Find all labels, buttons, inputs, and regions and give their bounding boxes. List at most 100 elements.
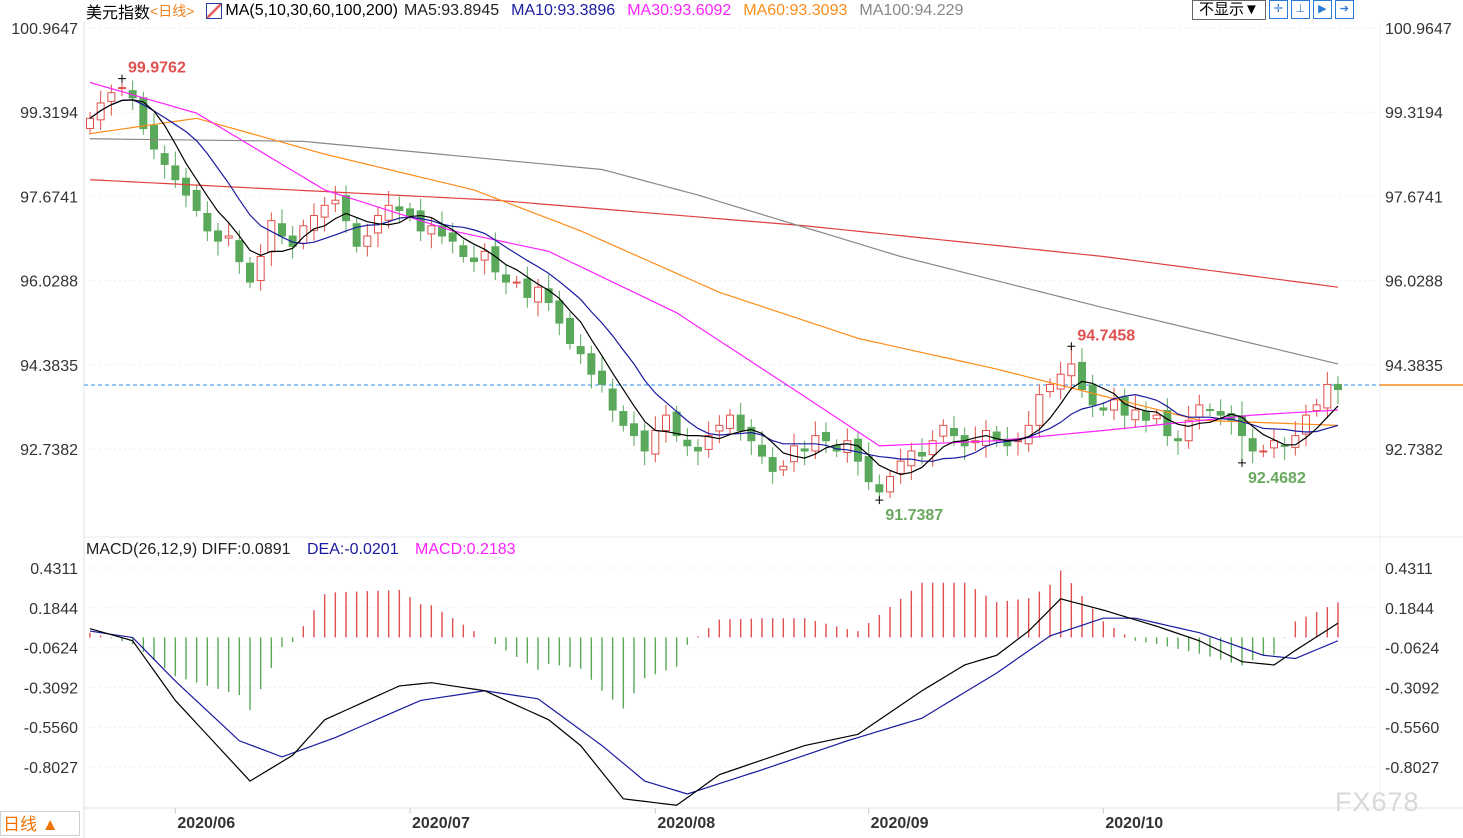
- move-right-icon[interactable]: ➔: [1334, 0, 1354, 19]
- high-annotation: 99.9762: [128, 60, 186, 77]
- candle-body: [619, 411, 628, 426]
- candle: [235, 230, 244, 274]
- price-tick-left: 100.9647: [11, 21, 78, 38]
- candle: [630, 411, 638, 446]
- candle-body: [886, 476, 894, 493]
- candle-body: [395, 206, 404, 211]
- candle: [470, 245, 478, 272]
- candle: [427, 217, 436, 249]
- candle: [907, 442, 916, 481]
- candle-body: [438, 225, 446, 237]
- candle-body: [278, 223, 286, 237]
- candle: [662, 404, 670, 443]
- play-icon[interactable]: ▶: [1312, 0, 1332, 19]
- month-label: 2020/10: [1105, 815, 1163, 832]
- candle-body: [1035, 394, 1044, 426]
- candle-body: [1270, 440, 1278, 449]
- candle: [736, 402, 745, 441]
- zoom-range-icon[interactable]: ⊥: [1290, 0, 1310, 19]
- candle: [1248, 428, 1257, 464]
- low-annotation: 92.4682: [1248, 470, 1306, 487]
- candle-body: [566, 317, 574, 344]
- candle: [790, 433, 798, 472]
- candle: [864, 442, 873, 490]
- macd-tick-right: 0.4311: [1385, 561, 1433, 578]
- candle: [1270, 428, 1278, 459]
- candle-body: [1248, 438, 1257, 452]
- candle-body: [256, 255, 265, 282]
- macd-params: MACD(26,12,9) DIFF:0.0891: [86, 541, 291, 558]
- candle-body: [491, 246, 500, 273]
- candle-body: [107, 92, 116, 102]
- ma100-line: [89, 138, 1339, 365]
- ma30-value: MA30:93.6092: [627, 2, 732, 19]
- price-tick-left: 96.0288: [20, 274, 78, 291]
- candle: [1014, 432, 1022, 456]
- candle-body: [1088, 384, 1097, 406]
- high-annotation: 94.7458: [1077, 327, 1135, 344]
- candle: [694, 439, 702, 466]
- ma-chart-icon[interactable]: [206, 3, 223, 19]
- candle: [758, 430, 766, 465]
- candle-body: [939, 424, 948, 437]
- candle: [278, 209, 286, 245]
- ma60-value: MA60:93.3093: [743, 2, 848, 19]
- price-tick-right: 94.3835: [1385, 358, 1443, 375]
- ma60-line: [89, 117, 1339, 426]
- candle-body: [502, 274, 510, 283]
- candle-body: [310, 215, 318, 231]
- display-select[interactable]: 不显示▼: [1192, 0, 1266, 20]
- dea-value: DEA:-0.0201: [306, 541, 399, 558]
- candle-body: [1312, 404, 1321, 412]
- ma5-value: MA5:93.8945: [403, 2, 500, 19]
- candle-body: [982, 429, 990, 446]
- period-tag: <日线>: [150, 3, 195, 19]
- candle: [1056, 361, 1065, 400]
- candle-body: [448, 232, 457, 242]
- extreme-marker: [1238, 458, 1246, 467]
- candle-body: [1131, 409, 1140, 421]
- crosshair-icon[interactable]: ✛: [1268, 0, 1288, 19]
- candle-body: [1291, 435, 1300, 448]
- candle: [331, 185, 340, 212]
- candle: [768, 447, 777, 484]
- candle-body: [662, 414, 670, 431]
- macd-tick-right: -0.8027: [1385, 760, 1439, 777]
- candle-body: [587, 353, 596, 375]
- candle-body: [907, 450, 916, 467]
- candle-body: [640, 430, 649, 452]
- candle: [843, 428, 852, 463]
- price-tick-right: 96.0288: [1385, 274, 1443, 291]
- candle: [1280, 437, 1289, 461]
- extreme-marker: [1067, 342, 1076, 351]
- candle: [352, 217, 361, 253]
- candle: [886, 470, 894, 499]
- candle-body: [544, 288, 553, 304]
- candle-body: [214, 230, 222, 242]
- candle: [1184, 405, 1193, 449]
- candle: [640, 422, 649, 466]
- toolbar: 不显示▼ ✛ ⊥ ▶ ➔: [1192, 0, 1354, 20]
- candle-body: [1206, 409, 1214, 412]
- candle-body: [790, 445, 798, 463]
- price-tick-left: 97.6741: [20, 189, 78, 206]
- candle-body: [928, 440, 937, 456]
- candle-body: [512, 281, 521, 284]
- candle-body: [1110, 399, 1118, 411]
- candle: [1174, 430, 1182, 456]
- candle-body: [118, 87, 126, 90]
- chart-header: 美元指数 <日线> MA(5,10,30,60,100,200) MA5:93.…: [86, 0, 975, 22]
- candle-body: [864, 456, 873, 483]
- candle-body: [1056, 373, 1065, 390]
- candle-body: [555, 300, 564, 324]
- candle-body: [672, 411, 681, 437]
- candle: [406, 202, 414, 222]
- candle-body: [1142, 411, 1150, 421]
- candle: [918, 438, 926, 465]
- candle: [598, 356, 606, 393]
- candle-body: [1280, 444, 1289, 447]
- period-button[interactable]: 日线 ▲: [0, 811, 80, 836]
- candle-body: [1216, 411, 1225, 416]
- ma5-line: [89, 99, 1339, 476]
- candle: [683, 427, 692, 457]
